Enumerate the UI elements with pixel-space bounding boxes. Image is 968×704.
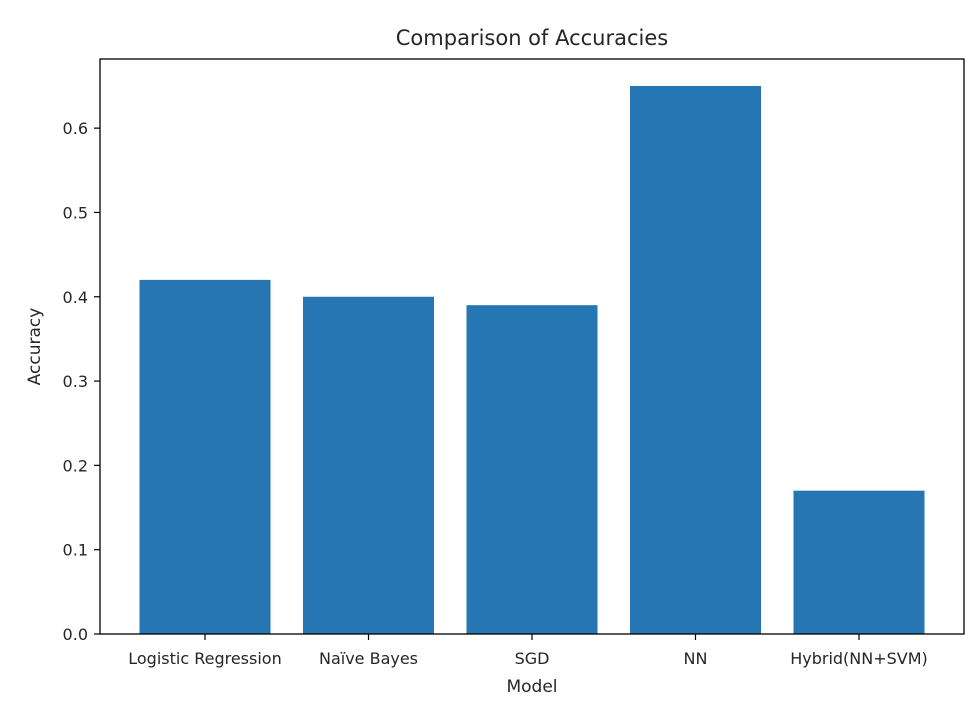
y-tick-label-0: 0.0 — [63, 625, 88, 644]
x-tick-label-2: SGD — [515, 649, 550, 668]
bar-4 — [793, 490, 925, 634]
y-tick-label-6: 0.6 — [63, 119, 88, 138]
bars-group — [139, 85, 925, 634]
x-tick-label-4: Hybrid(NN+SVM) — [790, 649, 928, 668]
y-tick-label-1: 0.1 — [63, 541, 88, 560]
x-tick-label-0: Logistic Regression — [128, 649, 281, 668]
x-tick-label-3: NN — [684, 649, 708, 668]
y-tick-label-4: 0.4 — [63, 288, 88, 307]
plot-frame — [99, 58, 965, 635]
bar-2 — [466, 305, 598, 634]
bar-0 — [139, 279, 271, 634]
bar-3 — [630, 85, 761, 634]
bar-1 — [303, 296, 434, 634]
y-tick-label-2: 0.2 — [63, 456, 88, 475]
y-axis-title: Accuracy — [25, 308, 45, 386]
x-tick-label-1: Naïve Bayes — [319, 649, 418, 668]
chart-title: Comparison of Accuracies — [396, 26, 668, 50]
y-tick-label-5: 0.5 — [63, 203, 88, 222]
x-axis: Logistic Regression Naïve Bayes SGD NN Hybri… — [128, 634, 928, 668]
y-tick-label-3: 0.3 — [63, 372, 88, 391]
y-axis: 0.0 0.1 0.2 0.3 0.4 0.5 0.6 — [63, 119, 100, 644]
x-axis-title: Model — [506, 677, 557, 697]
